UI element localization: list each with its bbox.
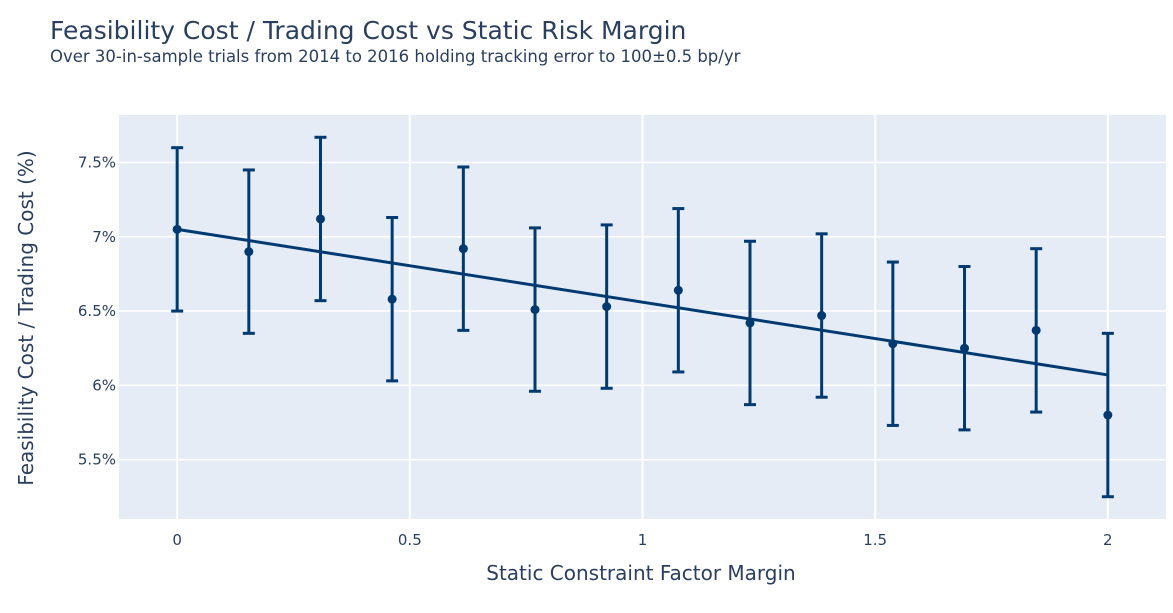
data-point — [673, 285, 683, 295]
x-tick-label: 2 — [1103, 531, 1113, 549]
grid-lines — [119, 115, 1166, 519]
data-point — [244, 247, 254, 257]
y-tick-label: 7.5% — [78, 154, 116, 172]
x-axis-title: Static Constraint Factor Margin — [486, 561, 795, 585]
data-points — [172, 214, 1113, 420]
x-tick-label: 0 — [172, 531, 182, 549]
data-point — [530, 305, 540, 315]
data-point — [458, 244, 468, 254]
chart-title: Feasibility Cost / Trading Cost vs Stati… — [50, 16, 686, 45]
data-point — [817, 311, 827, 321]
data-point — [387, 294, 397, 304]
x-tick-label: 0.5 — [398, 531, 422, 549]
data-point — [602, 302, 612, 312]
y-tick-label: 7% — [92, 228, 116, 246]
tick-labels: 0 0.5 1 1.5 2 5.5% 6% 6.5% 7% 7.5% — [78, 154, 1113, 549]
data-point — [315, 214, 325, 224]
data-point — [745, 318, 755, 328]
data-point — [960, 343, 970, 353]
data-point — [172, 224, 182, 234]
chart-subtitle: Over 30-in-sample trials from 2014 to 20… — [50, 47, 741, 66]
trend-line — [176, 227, 1109, 377]
data-point — [888, 339, 898, 349]
x-tick-label: 1 — [638, 531, 648, 549]
data-point — [1103, 410, 1113, 420]
y-tick-label: 5.5% — [78, 451, 116, 469]
x-tick-label: 1.5 — [863, 531, 887, 549]
trend-line-layer — [176, 227, 1109, 377]
data-point — [1031, 325, 1041, 335]
y-tick-label: 6.5% — [78, 302, 116, 320]
y-axis-title: Feasibility Cost / Trading Cost (%) — [14, 150, 38, 485]
y-tick-label: 6% — [92, 376, 116, 394]
